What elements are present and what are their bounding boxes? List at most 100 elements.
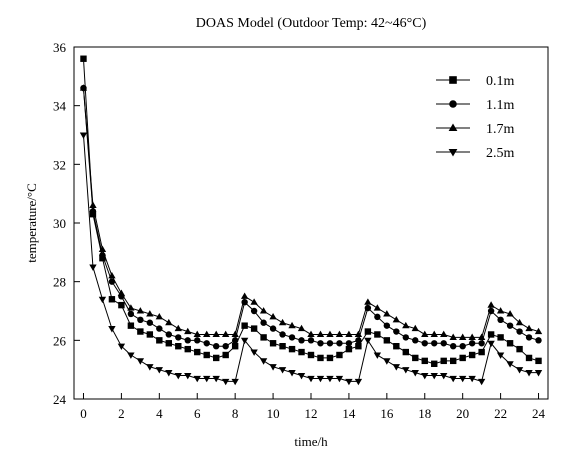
data-point-2.5m: [449, 375, 457, 383]
data-point-2.5m: [411, 370, 419, 377]
data-point-1.7m: [345, 330, 353, 338]
data-point-2.5m: [269, 364, 277, 371]
legend-entry: 1.7m: [436, 122, 515, 137]
x-tick-label: 22: [494, 406, 507, 421]
data-point-2.5m: [250, 349, 258, 356]
series-2.5m-group: [79, 132, 543, 386]
data-point-0.1m: [431, 360, 438, 367]
legend-label: 0.1m: [486, 74, 515, 89]
data-point-0.1m: [497, 334, 504, 341]
data-point-1.1m: [213, 343, 220, 350]
series-1.1m-group: [80, 84, 542, 350]
y-tick-label: 34: [53, 99, 67, 114]
data-point-1.7m: [515, 318, 524, 326]
data-point-2.5m: [98, 296, 107, 304]
x-tick-label: 6: [194, 406, 201, 421]
legend-label: 1.1m: [486, 98, 515, 113]
data-point-0.1m: [468, 351, 476, 359]
data-point-0.1m: [345, 345, 353, 353]
x-tick-label: 14: [342, 406, 356, 421]
data-point-1.1m: [108, 278, 116, 285]
data-point-1.1m: [137, 316, 144, 323]
data-point-1.7m: [98, 245, 107, 252]
data-point-1.1m: [194, 337, 201, 344]
data-point-1.1m: [459, 343, 466, 350]
data-point-1.1m: [307, 337, 315, 344]
data-point-2.5m: [383, 358, 391, 365]
data-point-2.5m: [496, 352, 505, 359]
data-point-1.1m: [288, 334, 296, 341]
data-point-1.1m: [203, 340, 210, 347]
data-point-0.1m: [374, 331, 381, 338]
data-point-1.7m: [468, 333, 476, 340]
data-point-1.1m: [260, 319, 267, 326]
data-point-0.1m: [440, 357, 447, 365]
data-point-1.1m: [326, 340, 334, 347]
data-point-1.1m: [222, 343, 229, 350]
data-point-0.1m: [241, 322, 248, 329]
x-tick-label: 8: [232, 406, 239, 421]
data-point-1.7m: [430, 330, 438, 338]
data-point-1.7m: [278, 318, 287, 326]
data-point-2.5m: [373, 352, 382, 359]
data-point-1.1m: [279, 331, 286, 338]
data-point-0.1m: [269, 340, 277, 347]
data-point-1.7m: [411, 324, 419, 332]
data-point-0.1m: [450, 357, 457, 365]
data-point-1.7m: [184, 327, 192, 335]
legend-entry: 2.5m: [436, 146, 515, 161]
data-point-2.5m: [184, 372, 192, 380]
data-point-1.7m: [89, 201, 97, 208]
data-point-0.1m: [231, 343, 239, 350]
data-point-0.1m: [118, 301, 125, 309]
data-point-1.7m: [212, 330, 220, 338]
y-tick-label: 30: [53, 216, 66, 231]
x-tick-label: 24: [532, 406, 546, 421]
data-point-2.5m: [335, 375, 344, 383]
data-point-0.1m: [355, 343, 362, 350]
data-point-2.5m: [231, 378, 239, 386]
y-tick-label: 24: [53, 392, 67, 407]
data-point-1.1m: [175, 334, 182, 341]
data-point-1.7m: [269, 313, 277, 320]
data-point-1.1m: [468, 340, 476, 347]
data-point-0.1m: [402, 348, 409, 356]
x-tick-label: 0: [80, 406, 87, 421]
legend-entry: 0.1m: [436, 74, 515, 89]
data-point-2.5m: [468, 375, 476, 383]
legend: 0.1m 1.1m 1.7m 2.5m: [436, 74, 515, 161]
data-point-1.7m: [525, 324, 533, 332]
data-point-2.5m: [525, 370, 533, 377]
data-point-1.1m: [431, 340, 438, 347]
data-point-2.5m: [326, 375, 334, 383]
data-point-0.1m: [203, 351, 210, 359]
data-point-1.1m: [345, 340, 353, 347]
x-tick-label: 2: [118, 406, 125, 421]
x-tick-label: 18: [418, 406, 431, 421]
legend-marker: [448, 123, 458, 132]
y-tick-label: 32: [53, 157, 66, 172]
data-point-2.5m: [307, 375, 315, 383]
data-point-1.1m: [383, 322, 391, 329]
data-point-1.7m: [127, 304, 135, 311]
legend-label: 2.5m: [486, 146, 515, 161]
data-point-1.7m: [487, 301, 495, 308]
data-point-0.1m: [421, 357, 428, 365]
data-point-2.5m: [117, 343, 126, 351]
series-layer: [79, 55, 543, 386]
data-point-1.7m: [136, 307, 145, 314]
data-point-0.1m: [250, 325, 258, 332]
data-point-1.7m: [117, 289, 126, 296]
data-point-0.1m: [535, 357, 542, 365]
data-point-0.1m: [506, 340, 514, 347]
data-point-0.1m: [525, 354, 533, 362]
data-point-1.7m: [335, 330, 344, 338]
data-point-1.1m: [127, 310, 135, 318]
data-point-2.5m: [203, 375, 211, 383]
data-point-2.5m: [222, 378, 230, 386]
data-point-2.5m: [430, 372, 438, 380]
data-point-2.5m: [402, 367, 410, 374]
data-point-1.7m: [108, 271, 116, 279]
data-point-0.1m: [194, 348, 201, 356]
